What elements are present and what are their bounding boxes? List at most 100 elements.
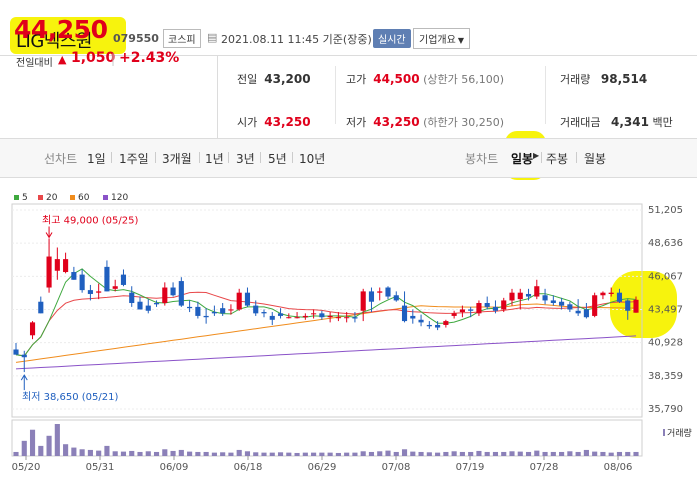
candle bbox=[608, 287, 614, 297]
stat-value: 4,341 bbox=[610, 115, 649, 129]
candle bbox=[459, 305, 465, 318]
divider bbox=[155, 152, 156, 163]
candle bbox=[71, 266, 77, 280]
candle bbox=[625, 299, 631, 320]
candle-body bbox=[476, 303, 482, 314]
candle bbox=[63, 252, 69, 274]
candle-body bbox=[236, 292, 242, 310]
legend-swatch bbox=[14, 195, 19, 200]
tab-1year[interactable]: 1년 bbox=[205, 152, 224, 166]
candle bbox=[38, 296, 44, 314]
candle bbox=[592, 292, 598, 318]
candle-body bbox=[468, 309, 474, 311]
candle-body bbox=[13, 349, 19, 355]
volume-bar bbox=[302, 452, 308, 456]
candle bbox=[195, 301, 201, 319]
candle-body bbox=[294, 317, 300, 319]
x-tick-label: 06/18 bbox=[234, 462, 263, 473]
tab-1week[interactable]: 1주일 bbox=[119, 152, 149, 166]
volume-bar bbox=[435, 452, 441, 456]
tab-10year[interactable]: 10년 bbox=[299, 152, 326, 166]
candle-body bbox=[368, 291, 375, 302]
volume-bar bbox=[187, 451, 193, 456]
volume-bar bbox=[401, 449, 408, 456]
candle-body bbox=[525, 293, 532, 297]
volume-bar bbox=[517, 451, 523, 456]
candle bbox=[277, 308, 284, 319]
tab-1day[interactable]: 1일 bbox=[87, 152, 106, 166]
tab-monthly[interactable]: 월봉 bbox=[584, 152, 607, 166]
candle-body bbox=[435, 324, 441, 328]
stat-value: 98,514 bbox=[600, 72, 648, 86]
volume-bar bbox=[550, 451, 556, 456]
candle bbox=[54, 247, 60, 280]
tab-3month[interactable]: 3개월 bbox=[162, 152, 192, 166]
volume-frame bbox=[11, 419, 643, 457]
realtime-button[interactable]: 실시간 bbox=[373, 29, 411, 48]
candle bbox=[616, 288, 623, 304]
company-overview-dropdown[interactable]: 기업개요 ▼ bbox=[413, 28, 470, 49]
tab-5year[interactable]: 5년 bbox=[268, 152, 287, 166]
candle bbox=[79, 269, 85, 293]
candle-body bbox=[418, 319, 424, 323]
volume-bar bbox=[277, 452, 284, 456]
volume-bar bbox=[542, 451, 548, 456]
volume-bar bbox=[294, 452, 300, 456]
divider bbox=[260, 152, 261, 163]
candle bbox=[253, 300, 259, 316]
candle-body bbox=[335, 317, 341, 319]
candle-body bbox=[377, 291, 383, 293]
legend-label: 20 bbox=[46, 193, 58, 203]
volume-bar bbox=[311, 452, 317, 456]
candle-body bbox=[120, 274, 127, 285]
candle-body bbox=[625, 300, 631, 311]
stock-name[interactable]: LIG넥스원 bbox=[16, 31, 92, 52]
x-tick-label: 07/08 bbox=[382, 462, 411, 473]
candle-body bbox=[616, 292, 623, 302]
stat-low: 저가 43,250 (하한가 30,250) bbox=[346, 114, 504, 130]
y-tick-label: 48,636 bbox=[648, 238, 683, 249]
volume-bar bbox=[54, 424, 60, 456]
divider bbox=[541, 152, 542, 163]
candle-body bbox=[410, 315, 416, 319]
candle bbox=[187, 300, 193, 313]
candle-body bbox=[302, 315, 308, 318]
change-label: 전일대비 bbox=[16, 58, 53, 69]
volume-bar bbox=[153, 451, 160, 456]
candle-body bbox=[583, 309, 589, 318]
candle bbox=[435, 321, 441, 331]
volume-bar bbox=[236, 449, 242, 456]
candle bbox=[294, 312, 300, 319]
candle-chart-label: 봉차트 bbox=[465, 152, 499, 166]
tab-3year[interactable]: 3년 bbox=[236, 152, 255, 166]
candle bbox=[443, 319, 449, 328]
high-annotation: 최고 49,000 (05/25) bbox=[42, 214, 138, 226]
candle-body bbox=[534, 286, 540, 297]
stat-value: 44,500 bbox=[373, 72, 420, 86]
candle bbox=[302, 313, 308, 320]
candle-body bbox=[21, 354, 27, 358]
candle-body bbox=[228, 309, 234, 311]
candle bbox=[29, 321, 36, 340]
tab-weekly[interactable]: 주봉 bbox=[546, 152, 569, 166]
divider bbox=[199, 152, 200, 163]
x-tick-label: 08/06 bbox=[604, 462, 633, 473]
last-candle-highlight bbox=[610, 271, 677, 338]
candle bbox=[162, 282, 168, 306]
volume-bar bbox=[426, 452, 432, 456]
tab-daily[interactable]: 일봉 bbox=[511, 152, 534, 166]
volume-bar bbox=[525, 451, 532, 456]
volume-bar bbox=[344, 452, 350, 456]
x-tick-label: 06/09 bbox=[160, 462, 189, 473]
volume-bar bbox=[162, 449, 168, 456]
volume-bar bbox=[253, 452, 259, 456]
candle-body bbox=[54, 259, 60, 271]
legend-ma60: 60 bbox=[70, 193, 89, 203]
volume-bar bbox=[459, 451, 465, 456]
stat-prev: 전일 43,200 bbox=[237, 71, 311, 87]
volume-bar bbox=[418, 451, 424, 456]
volume-bar bbox=[608, 452, 614, 456]
chart-period-tabs bbox=[0, 138, 697, 178]
candle bbox=[311, 309, 317, 319]
